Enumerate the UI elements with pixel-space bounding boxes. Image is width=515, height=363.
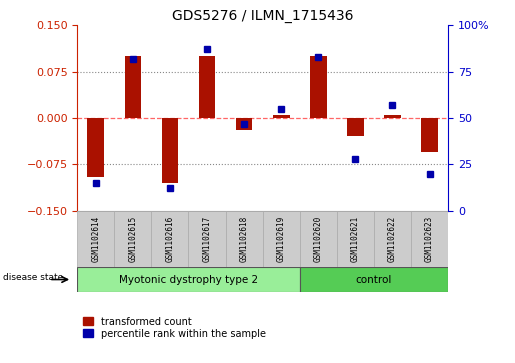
FancyBboxPatch shape	[77, 267, 300, 292]
Bar	[310, 56, 327, 118]
Bar	[88, 118, 104, 177]
FancyBboxPatch shape	[411, 211, 448, 267]
FancyBboxPatch shape	[188, 211, 226, 267]
Bar	[421, 118, 438, 152]
Bar	[347, 118, 364, 136]
FancyBboxPatch shape	[300, 267, 448, 292]
FancyBboxPatch shape	[151, 211, 188, 267]
Text: GSM1102614: GSM1102614	[91, 216, 100, 262]
Text: GSM1102615: GSM1102615	[128, 216, 138, 262]
Text: control: control	[356, 274, 392, 285]
Bar	[162, 118, 178, 183]
Text: GSM1102620: GSM1102620	[314, 216, 323, 262]
Text: GSM1102622: GSM1102622	[388, 216, 397, 262]
FancyBboxPatch shape	[77, 211, 114, 267]
Bar	[384, 115, 401, 118]
Text: Myotonic dystrophy type 2: Myotonic dystrophy type 2	[119, 274, 258, 285]
Bar	[125, 56, 141, 118]
Text: GSM1102618: GSM1102618	[239, 216, 249, 262]
FancyBboxPatch shape	[337, 211, 374, 267]
Bar	[236, 118, 252, 130]
Text: GSM1102621: GSM1102621	[351, 216, 360, 262]
Text: disease state: disease state	[3, 273, 63, 282]
FancyBboxPatch shape	[374, 211, 411, 267]
FancyBboxPatch shape	[226, 211, 263, 267]
Title: GDS5276 / ILMN_1715436: GDS5276 / ILMN_1715436	[172, 9, 353, 23]
Text: GSM1102616: GSM1102616	[165, 216, 175, 262]
Text: GSM1102617: GSM1102617	[202, 216, 212, 262]
FancyBboxPatch shape	[300, 211, 337, 267]
Text: GSM1102619: GSM1102619	[277, 216, 286, 262]
FancyBboxPatch shape	[114, 211, 151, 267]
Bar	[199, 56, 215, 118]
Legend: transformed count, percentile rank within the sample: transformed count, percentile rank withi…	[82, 316, 267, 339]
Text: GSM1102623: GSM1102623	[425, 216, 434, 262]
Bar	[273, 115, 289, 118]
FancyBboxPatch shape	[263, 211, 300, 267]
